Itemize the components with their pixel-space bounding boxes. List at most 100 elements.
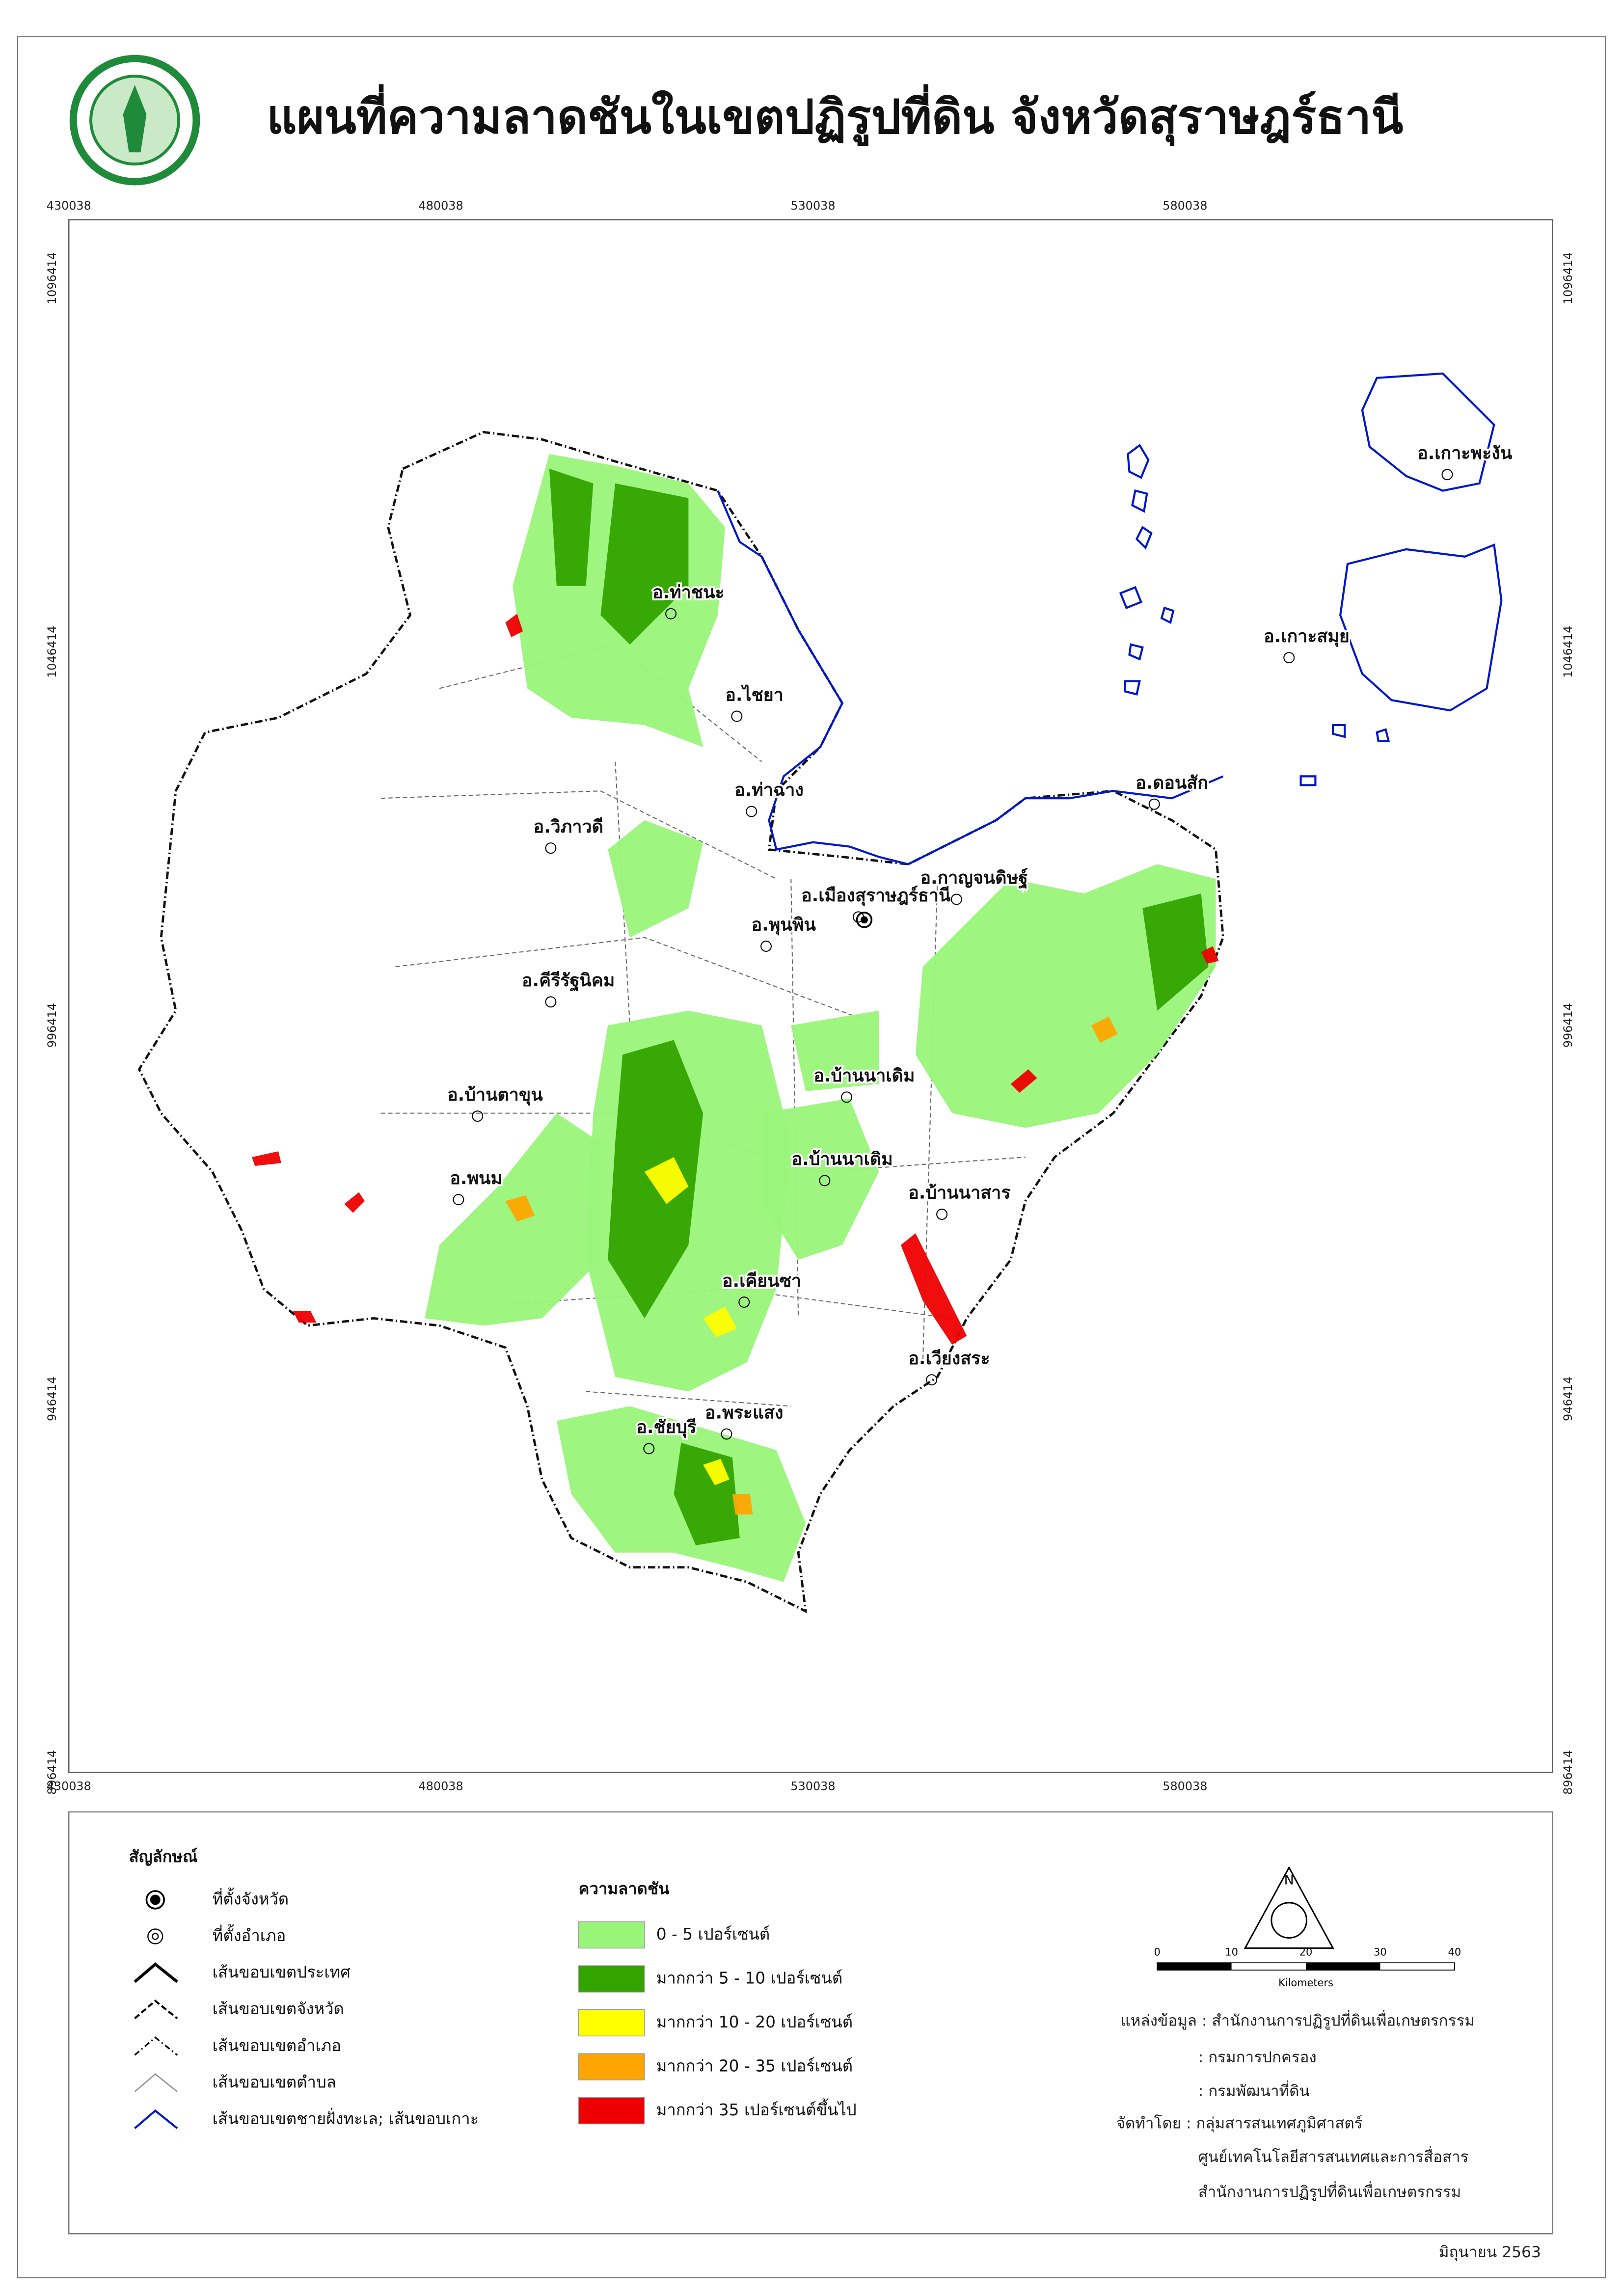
legend-icons bbox=[134, 1890, 178, 2129]
district-marker bbox=[950, 893, 962, 905]
date: มิถุนายน 2563 bbox=[1439, 2243, 1541, 2262]
northing-label: 1046414 bbox=[45, 626, 59, 678]
scale-label: 40 bbox=[1448, 1946, 1461, 1958]
district-marker bbox=[1283, 652, 1295, 664]
scale-unit: Kilometers bbox=[1278, 1977, 1333, 1989]
coordinate-labels: 430038 430038 480038 480038 530038 530038 5800… bbox=[45, 199, 1575, 1795]
district-labels: อ.ท่าชนะอ.ไชยาอ.ท่าฉางอ.วิภาวดีอ.เมืองสุ… bbox=[445, 441, 1515, 1455]
district-label: อ.เกาะสมุย bbox=[1264, 626, 1350, 647]
district-label: อ.เกาะพะงัน bbox=[1417, 443, 1513, 463]
district-marker bbox=[760, 941, 772, 952]
district-marker bbox=[926, 1374, 938, 1386]
district-marker bbox=[472, 1110, 484, 1122]
district-label: อ.บ้านตาขุน bbox=[447, 1085, 543, 1106]
district-marker bbox=[841, 1091, 853, 1103]
legend-item: เส้นขอบเขตประเทศ bbox=[213, 1963, 351, 1982]
district-marker bbox=[1148, 798, 1160, 810]
district-marker bbox=[721, 1428, 732, 1440]
slope-patch bbox=[425, 1113, 601, 1326]
legend-item: ที่ตั้งจังหวัด bbox=[213, 1887, 289, 1908]
legend-item: เส้นขอบเขตชายฝั่งทะเล; เส้นขอบเกาะ bbox=[213, 2107, 479, 2128]
source-notes: แหล่งข้อมูล : สำนักงานการปฏิรูปที่ดินเพื… bbox=[1116, 2010, 1475, 2201]
north-label: N bbox=[1284, 1873, 1294, 1888]
scale-label: 20 bbox=[1299, 1946, 1313, 1958]
north-arrow bbox=[1244, 1866, 1334, 1949]
slope-patch bbox=[915, 864, 1216, 1128]
scale-label: 10 bbox=[1225, 1946, 1238, 1958]
capital-marker bbox=[856, 912, 873, 928]
district-label: อ.พระแสง bbox=[705, 1403, 784, 1423]
slope-swatch bbox=[578, 1965, 645, 1993]
northing-label: 996414 bbox=[45, 1003, 59, 1048]
source-line: : กรมพัฒนาที่ดิน bbox=[1198, 2080, 1310, 2100]
district-label: อ.ท่าฉาง bbox=[734, 780, 804, 800]
district-marker bbox=[545, 996, 557, 1008]
slope-swatch bbox=[578, 2097, 645, 2125]
district-marker bbox=[852, 911, 864, 923]
sheet-border bbox=[17, 36, 1606, 2278]
slope-patches bbox=[252, 454, 1219, 1582]
district-marker bbox=[936, 1209, 948, 1220]
source-line: : กรมการปกครอง bbox=[1198, 2049, 1317, 2066]
slope-label: มากกว่า 5 - 10 เปอร์เซนต์ bbox=[656, 1969, 842, 1988]
district-label: อ.เมืองสุราษฎร์ธานี bbox=[801, 885, 951, 906]
district-label: อ.บ้านนาเดิม bbox=[813, 1066, 915, 1086]
easting-label: 430038 bbox=[47, 199, 91, 213]
legend-item: ที่ตั้งอำเภอ bbox=[213, 1924, 286, 1945]
district-label: อ.บ้านนาสาร bbox=[908, 1183, 1010, 1203]
easting-label: 480038 bbox=[419, 199, 463, 213]
northing-label: 1046414 bbox=[1561, 626, 1575, 678]
slope-label: 0 - 5 เปอร์เซนต์ bbox=[656, 1925, 770, 1944]
slope-legend: 0 - 5 เปอร์เซนต์มากกว่า 5 - 10 เปอร์เซนต… bbox=[578, 1921, 857, 2125]
slope-label: มากกว่า 10 - 20 เปอร์เซนต์ bbox=[656, 2013, 853, 2031]
northing-label: 1096414 bbox=[1561, 252, 1575, 304]
district-label: อ.คีรีรัฐนิคม bbox=[522, 971, 615, 992]
district-marker bbox=[731, 710, 743, 722]
slope-patch bbox=[608, 820, 703, 938]
northing-label: 1096414 bbox=[45, 252, 59, 304]
district-label: อ.พุนพิน bbox=[752, 915, 816, 936]
legend-symbols: ที่ตั้งจังหวัดที่ตั้งอำเภอเส้นขอบเขตประเ… bbox=[213, 1887, 479, 2128]
slope-legend-title: ความลาดชัน bbox=[579, 1880, 670, 1898]
scale-label: 30 bbox=[1374, 1946, 1387, 1958]
district-label: อ.บ้านนาเดิม bbox=[792, 1149, 893, 1169]
easting-label: 580038 bbox=[1163, 1780, 1207, 1793]
source-line: จัดทำโดย : กลุ่มสารสนเทศภูมิศาสตร์ bbox=[1116, 2114, 1363, 2133]
slope-patch bbox=[644, 1157, 737, 1486]
northing-label: 896414 bbox=[45, 1750, 59, 1795]
district-marker bbox=[665, 608, 677, 620]
scale-segment bbox=[1306, 1963, 1380, 1971]
northing-label: 896414 bbox=[1561, 1750, 1575, 1795]
district-marker bbox=[746, 806, 757, 817]
scale-label: 0 bbox=[1154, 1946, 1161, 1958]
slope-swatch bbox=[578, 2009, 645, 2037]
district-marker bbox=[738, 1297, 750, 1308]
northing-label: 946414 bbox=[1561, 1377, 1575, 1421]
slope-label: มากกว่า 35 เปอร์เซนต์ขึ้นไป bbox=[656, 2098, 857, 2119]
northing-label: 996414 bbox=[1561, 1003, 1575, 1048]
source-line: แหล่งข้อมูล : สำนักงานการปฏิรูปที่ดินเพื… bbox=[1121, 2010, 1475, 2030]
slope-swatch bbox=[578, 2053, 645, 2080]
slope-patch bbox=[549, 468, 689, 645]
legend-item: เส้นขอบเขตจังหวัด bbox=[213, 1999, 344, 2018]
legend-title: สัญลักษณ์ bbox=[129, 1847, 198, 1866]
district-marker bbox=[643, 1443, 655, 1455]
slope-patch bbox=[761, 1010, 879, 1260]
district-marker bbox=[1441, 469, 1453, 481]
district-label: อ.เวียงสระ bbox=[908, 1349, 990, 1369]
district-label: อ.วิภาวดี bbox=[534, 817, 603, 837]
district-label: อ.กาญจนดิษฐ์ bbox=[920, 867, 1028, 889]
district-label: อ.พนม bbox=[450, 1168, 502, 1189]
northing-label: 946414 bbox=[45, 1377, 59, 1421]
source-line: สำนักงานการปฏิรูปที่ดินเพื่อเกษตรกรรม bbox=[1198, 2181, 1461, 2201]
map-title: แผนที่ความลาดชันในเขตปฏิรูปที่ดิน จังหวั… bbox=[267, 84, 1403, 146]
district-label: อ.ดอนสัก bbox=[1136, 773, 1208, 793]
easting-label: 580038 bbox=[1163, 199, 1207, 213]
easting-label: 480038 bbox=[419, 1780, 463, 1793]
legend-box bbox=[68, 1811, 1553, 2235]
scale-segment bbox=[1157, 1963, 1232, 1971]
district-marker bbox=[545, 842, 557, 854]
